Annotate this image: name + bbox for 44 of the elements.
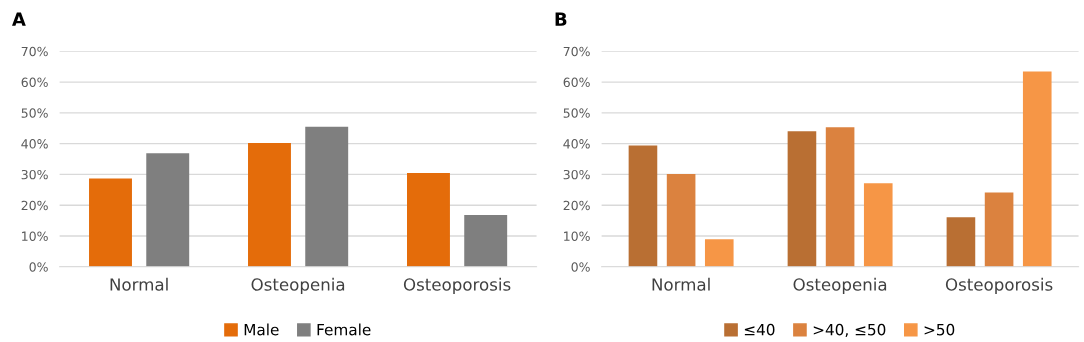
y-tick-label: 30% bbox=[21, 169, 48, 180]
y-tick-label: 10% bbox=[22, 231, 48, 241]
bar bbox=[787, 131, 817, 267]
y-tick-label: 50% bbox=[563, 108, 590, 118]
y-tick-label: 50% bbox=[21, 108, 48, 118]
legend-label: ≤40 bbox=[744, 323, 775, 336]
bar bbox=[863, 183, 893, 267]
bar bbox=[628, 145, 658, 267]
bar bbox=[946, 217, 976, 267]
bar bbox=[1022, 71, 1052, 267]
x-tick-label: Osteopenia bbox=[251, 277, 345, 294]
y-tick-label: 70% bbox=[21, 46, 48, 57]
chart-title: A bbox=[12, 12, 26, 26]
legend-label: Female bbox=[317, 323, 371, 336]
bar bbox=[825, 127, 855, 267]
bar bbox=[407, 172, 450, 267]
bar bbox=[704, 239, 734, 267]
x-tick-label: Normal bbox=[110, 277, 168, 291]
legend-label: Male bbox=[244, 323, 279, 336]
x-tick-label: Osteopenia bbox=[793, 277, 887, 294]
legend-label: >40, ≤50 bbox=[813, 323, 886, 337]
bar bbox=[146, 153, 190, 267]
y-tick-label: 70% bbox=[563, 46, 590, 57]
y-tick-label: 10% bbox=[564, 231, 590, 241]
y-tick-label: 40% bbox=[21, 139, 48, 149]
bar bbox=[984, 192, 1014, 267]
y-tick-label: 0% bbox=[29, 262, 48, 272]
x-tick-label: Osteoporosis bbox=[945, 277, 1053, 294]
legend-label: >50 bbox=[924, 323, 955, 336]
bar bbox=[248, 143, 291, 267]
y-tick-label: 20% bbox=[21, 200, 48, 211]
bar bbox=[464, 215, 508, 267]
chart-title: B bbox=[555, 12, 567, 26]
x-tick-label: Normal bbox=[652, 277, 710, 291]
y-tick-label: 60% bbox=[21, 77, 48, 88]
y-tick-label: 60% bbox=[563, 77, 590, 88]
bar bbox=[305, 126, 349, 267]
bar bbox=[666, 174, 696, 267]
bar bbox=[89, 178, 132, 267]
y-tick-label: 20% bbox=[563, 200, 590, 211]
x-tick-label: Osteoporosis bbox=[403, 277, 511, 294]
y-tick-label: 40% bbox=[563, 139, 590, 149]
y-tick-label: 0% bbox=[571, 262, 590, 272]
y-tick-label: 30% bbox=[563, 169, 590, 180]
